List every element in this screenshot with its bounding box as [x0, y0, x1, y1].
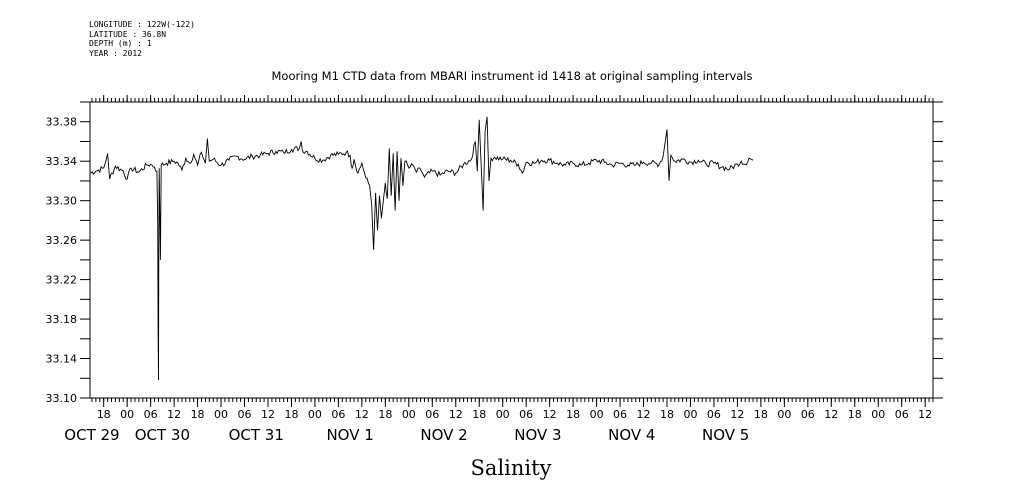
- x-hour-tick-label: 12: [824, 408, 838, 421]
- x-hour-tick-label: 00: [777, 408, 791, 421]
- x-hour-tick-label: 06: [331, 408, 345, 421]
- x-day-label: NOV 4: [608, 426, 655, 444]
- x-hour-tick-label: 00: [402, 408, 416, 421]
- x-hour-tick-label: 06: [613, 408, 627, 421]
- x-hour-tick-label: 12: [449, 408, 463, 421]
- x-day-label: NOV 1: [326, 426, 373, 444]
- station-metadata: LONGITUDE : 122W(-122) LATITUDE : 36.8N …: [89, 20, 195, 58]
- latitude-label: LATITUDE : 36.8N: [89, 29, 167, 39]
- x-hour-tick-label: 18: [284, 408, 298, 421]
- x-hour-tick-label: 18: [660, 408, 674, 421]
- y-tick-label: 33.38: [46, 116, 78, 129]
- x-hour-tick-label: 00: [120, 408, 134, 421]
- x-day-label: OCT 31: [229, 426, 284, 444]
- axis-labels: 18 00 06 12 18 00 06 12 18 00 06 12 18 00 06 12 18 00 06 12…: [46, 116, 933, 444]
- x-hour-tick-label: 12: [918, 408, 932, 421]
- x-axis-title: Salinity: [471, 456, 552, 480]
- x-day-label: NOV 5: [702, 426, 749, 444]
- depth-label: DEPTH (m) : 1: [89, 39, 152, 48]
- x-hour-tick-label: 18: [472, 408, 486, 421]
- x-day-label: NOV 3: [514, 426, 561, 444]
- x-hour-tick-label: 18: [191, 408, 205, 421]
- y-tick-label: 33.22: [46, 274, 78, 287]
- x-hour-tick-label: 00: [871, 408, 885, 421]
- x-hour-tick-label: 00: [214, 408, 228, 421]
- x-hour-tick-label: 12: [167, 408, 181, 421]
- y-tick-label: 33.34: [46, 155, 78, 168]
- x-hour-tick-label: 18: [566, 408, 580, 421]
- y-tick-label: 33.30: [46, 195, 78, 208]
- x-hour-tick-label: 18: [848, 408, 862, 421]
- x-hour-tick-label: 12: [543, 408, 557, 421]
- x-hour-tick-label: 06: [519, 408, 533, 421]
- x-hour-tick-label: 06: [801, 408, 815, 421]
- x-hour-tick-label: 00: [308, 408, 322, 421]
- y-tick-label: 33.10: [46, 392, 78, 405]
- longitude-label: LONGITUDE : 122W(-122): [89, 20, 195, 29]
- year-label: YEAR : 2012: [89, 48, 142, 58]
- x-day-label: OCT 29: [64, 426, 119, 444]
- x-day-label: OCT 30: [135, 426, 190, 444]
- x-hour-tick-label: 18: [378, 408, 392, 421]
- x-hour-tick-label: 12: [637, 408, 651, 421]
- x-hour-tick-label: 12: [355, 408, 369, 421]
- x-hour-tick-label: 18: [754, 408, 768, 421]
- x-hour-tick-label: 12: [730, 408, 744, 421]
- x-hour-tick-label: 06: [238, 408, 252, 421]
- x-hour-tick-label: 00: [496, 408, 510, 421]
- plot-frame: [89, 101, 934, 399]
- x-hour-tick-label: 12: [261, 408, 275, 421]
- x-day-label: NOV 2: [420, 426, 467, 444]
- x-hour-tick-label: 06: [895, 408, 909, 421]
- y-tick-label: 33.18: [46, 313, 78, 326]
- x-hour-tick-label: 18: [97, 408, 111, 421]
- y-tick-label: 33.26: [46, 234, 78, 247]
- axis-ticks: [80, 95, 943, 407]
- salinity-series-line: [89, 116, 754, 381]
- x-hour-tick-label: 06: [144, 408, 158, 421]
- x-hour-tick-label: 00: [590, 408, 604, 421]
- x-hour-tick-label: 00: [683, 408, 697, 421]
- x-hour-tick-label: 06: [707, 408, 721, 421]
- chart-title: Mooring M1 CTD data from MBARI instrumen…: [272, 69, 753, 83]
- x-hour-tick-label: 06: [425, 408, 439, 421]
- y-tick-label: 33.14: [46, 353, 78, 366]
